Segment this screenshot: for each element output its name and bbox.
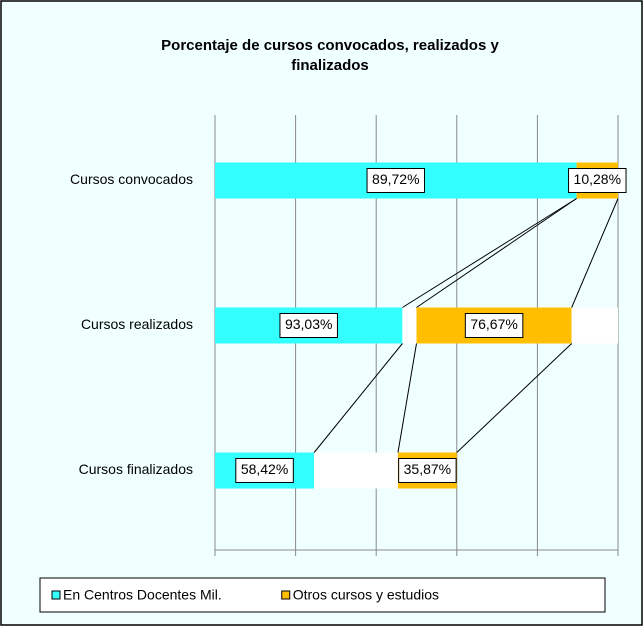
bar [314,452,398,489]
bar [402,307,417,344]
data-label: 35,87% [404,461,451,477]
series-line [571,198,619,308]
y-tick-label: Cursos realizados [81,316,193,332]
series-line [313,343,403,453]
data-label-box [464,313,524,338]
legend [39,577,606,613]
data-label: 89,72% [372,171,419,187]
legend-label: Otros cursos y estudios [293,587,439,603]
data-label-box [568,168,627,193]
data-label: 58,42% [241,461,288,477]
data-label-box [235,458,294,483]
data-label-box [279,313,338,338]
legend-items: En Centros Docentes Mil. Otros cursos y e… [51,587,439,603]
data-label: 10,28% [574,171,621,187]
bar [571,307,618,344]
legend-swatch [281,590,291,600]
series-line [416,198,577,308]
series-line [402,198,577,308]
series-line [397,343,417,453]
chart-title: Porcentaje de cursos convocados, realiza… [161,37,499,54]
y-tick-label: Cursos finalizados [79,461,193,477]
data-label-box [398,458,457,483]
legend-swatch [51,590,61,600]
chart-title: finalizados [291,57,369,74]
data-label: 76,67% [470,316,517,332]
legend-label: En Centros Docentes Mil. [63,587,222,603]
y-tick-label: Cursos convocados [70,171,193,187]
data-label-box [366,168,426,193]
series-line [456,343,572,453]
data-label: 93,03% [285,316,332,332]
